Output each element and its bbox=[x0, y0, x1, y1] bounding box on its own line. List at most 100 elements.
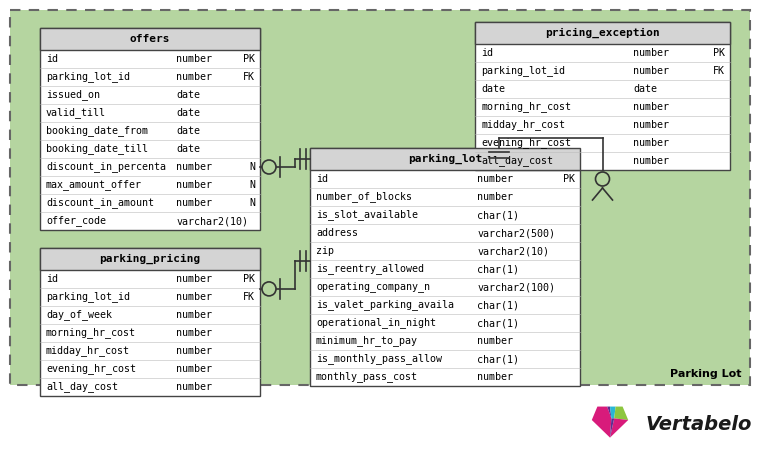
Text: number: number bbox=[478, 192, 513, 202]
Text: number: number bbox=[478, 336, 513, 346]
Text: PK: PK bbox=[713, 48, 725, 58]
Text: N: N bbox=[249, 162, 255, 172]
Circle shape bbox=[262, 160, 276, 174]
Text: number: number bbox=[176, 364, 212, 374]
Text: varchar2(100): varchar2(100) bbox=[478, 282, 555, 292]
Bar bbox=[40, 248, 260, 270]
Bar bbox=[475, 22, 730, 170]
Text: number: number bbox=[633, 156, 669, 166]
Bar bbox=[10, 10, 750, 385]
Bar bbox=[310, 148, 580, 170]
Text: date: date bbox=[176, 108, 201, 118]
Text: Vertabelo: Vertabelo bbox=[646, 414, 752, 434]
Text: midday_hr_cost: midday_hr_cost bbox=[481, 120, 565, 130]
Circle shape bbox=[262, 282, 276, 296]
Text: parking_pricing: parking_pricing bbox=[99, 254, 201, 264]
Text: offer_code: offer_code bbox=[46, 216, 106, 226]
Text: max_amount_offer: max_amount_offer bbox=[46, 179, 142, 190]
Text: evening_hr_cost: evening_hr_cost bbox=[46, 364, 136, 375]
Text: is_reentry_allowed: is_reentry_allowed bbox=[316, 264, 424, 275]
Text: PK: PK bbox=[563, 174, 575, 184]
Polygon shape bbox=[614, 406, 628, 420]
Text: date: date bbox=[481, 84, 505, 94]
Text: morning_hr_cost: morning_hr_cost bbox=[46, 328, 136, 338]
Text: midday_hr_cost: midday_hr_cost bbox=[46, 346, 130, 357]
Text: all_day_cost: all_day_cost bbox=[481, 155, 553, 166]
Text: date: date bbox=[633, 84, 657, 94]
Text: pricing_exception: pricing_exception bbox=[545, 28, 660, 38]
Text: minimum_hr_to_pay: minimum_hr_to_pay bbox=[316, 336, 418, 347]
Text: evening_hr_cost: evening_hr_cost bbox=[481, 138, 571, 149]
Text: Parking Lot: Parking Lot bbox=[671, 369, 742, 379]
Text: date: date bbox=[176, 144, 201, 154]
Bar bbox=[40, 28, 260, 50]
Text: N: N bbox=[249, 180, 255, 190]
Text: valid_till: valid_till bbox=[46, 107, 106, 118]
Text: number: number bbox=[176, 328, 212, 338]
Text: PK: PK bbox=[243, 54, 255, 64]
Text: number: number bbox=[633, 48, 669, 58]
Bar bbox=[40, 248, 260, 396]
Text: parking_lot: parking_lot bbox=[408, 154, 482, 164]
Text: day_of_week: day_of_week bbox=[46, 309, 112, 320]
Text: id: id bbox=[46, 54, 58, 64]
Bar bbox=[40, 28, 260, 230]
Text: operating_company_n: operating_company_n bbox=[316, 282, 430, 293]
Text: morning_hr_cost: morning_hr_cost bbox=[481, 101, 571, 112]
Polygon shape bbox=[592, 406, 611, 438]
Text: address: address bbox=[316, 228, 358, 238]
Text: char(1): char(1) bbox=[478, 318, 520, 328]
Text: booking_date_till: booking_date_till bbox=[46, 144, 148, 154]
Text: char(1): char(1) bbox=[478, 354, 520, 364]
Text: char(1): char(1) bbox=[478, 210, 520, 220]
Text: N: N bbox=[249, 198, 255, 208]
Text: number: number bbox=[176, 162, 212, 172]
Text: number: number bbox=[633, 66, 669, 76]
Text: offers: offers bbox=[130, 34, 170, 44]
Text: is_valet_parking_availa: is_valet_parking_availa bbox=[316, 299, 454, 310]
Text: number: number bbox=[176, 54, 212, 64]
Text: discount_in_percenta: discount_in_percenta bbox=[46, 162, 166, 173]
Text: date: date bbox=[176, 90, 201, 100]
Text: id: id bbox=[46, 274, 58, 284]
Text: number: number bbox=[176, 310, 212, 320]
Text: number: number bbox=[633, 138, 669, 148]
Text: number: number bbox=[176, 292, 212, 302]
Text: FK: FK bbox=[243, 292, 255, 302]
Text: number: number bbox=[478, 174, 513, 184]
Text: date: date bbox=[176, 126, 201, 136]
Text: id: id bbox=[316, 174, 328, 184]
Text: number: number bbox=[176, 274, 212, 284]
Bar bbox=[475, 22, 730, 44]
Text: number: number bbox=[176, 72, 212, 82]
Text: zip: zip bbox=[316, 246, 334, 256]
Text: operational_in_night: operational_in_night bbox=[316, 318, 436, 328]
Text: number: number bbox=[176, 346, 212, 356]
Text: number: number bbox=[478, 372, 513, 382]
Text: parking_lot_id: parking_lot_id bbox=[46, 72, 130, 82]
Text: varchar2(10): varchar2(10) bbox=[478, 246, 549, 256]
Text: varchar2(10): varchar2(10) bbox=[176, 216, 249, 226]
Text: monthly_pass_cost: monthly_pass_cost bbox=[316, 371, 418, 382]
Polygon shape bbox=[610, 419, 628, 438]
Text: is_monthly_pass_allow: is_monthly_pass_allow bbox=[316, 353, 442, 365]
Text: char(1): char(1) bbox=[478, 264, 520, 274]
Polygon shape bbox=[610, 419, 614, 438]
Bar bbox=[310, 148, 580, 386]
Text: char(1): char(1) bbox=[478, 300, 520, 310]
Text: is_slot_available: is_slot_available bbox=[316, 210, 418, 221]
Text: number: number bbox=[176, 382, 212, 392]
Polygon shape bbox=[607, 406, 611, 419]
Text: number: number bbox=[633, 120, 669, 130]
Text: number_of_blocks: number_of_blocks bbox=[316, 192, 412, 202]
Text: number: number bbox=[633, 102, 669, 112]
Text: number: number bbox=[176, 198, 212, 208]
Text: varchar2(500): varchar2(500) bbox=[478, 228, 555, 238]
Text: issued_on: issued_on bbox=[46, 90, 100, 101]
Text: number: number bbox=[176, 180, 212, 190]
Text: parking_lot_id: parking_lot_id bbox=[46, 292, 130, 303]
Text: FK: FK bbox=[713, 66, 725, 76]
Text: all_day_cost: all_day_cost bbox=[46, 381, 118, 392]
Text: FK: FK bbox=[243, 72, 255, 82]
Polygon shape bbox=[610, 406, 616, 419]
